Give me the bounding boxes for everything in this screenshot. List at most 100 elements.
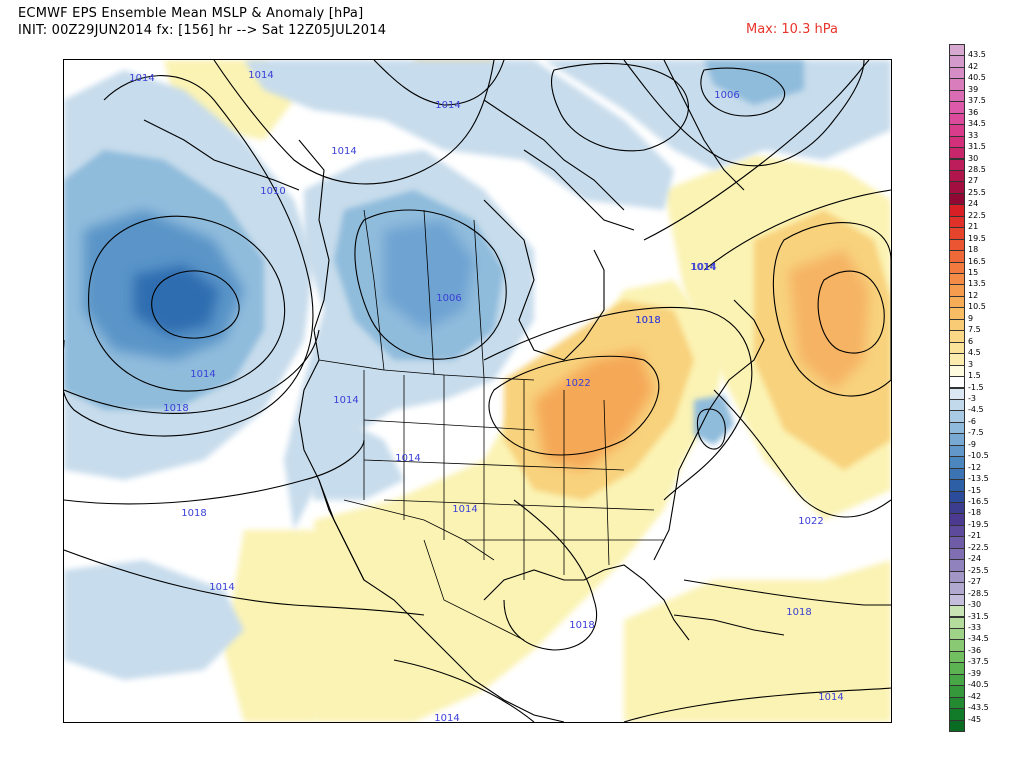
isobar-pacific-low-inner xyxy=(151,270,240,339)
isobar-pacific-1018 xyxy=(64,329,320,414)
border-mexico-states xyxy=(423,539,525,641)
isobar-subtropical-1018 xyxy=(64,439,365,505)
legend-tick-label: -40.5 xyxy=(968,680,989,690)
legend-tick-label: -7.5 xyxy=(968,428,984,438)
isobar-label: 1018 xyxy=(163,403,188,414)
coastline-north-america xyxy=(298,139,565,722)
legend-tick-label: -36 xyxy=(968,645,982,655)
isobar-label: 1014 xyxy=(331,146,356,157)
isobar-atlantic-1018 xyxy=(703,189,891,271)
border-canada-provinces-2 xyxy=(423,209,435,376)
negative-anomaly-greenland xyxy=(544,60,891,170)
border-us-states-9 xyxy=(363,459,625,471)
isobar-east-us-1018 xyxy=(483,306,753,501)
isobar-subtropical-1014 xyxy=(64,549,425,616)
legend-tick-label: 10.5 xyxy=(968,302,986,312)
isobar-label: 1018 xyxy=(635,315,660,326)
legend-tick-label: -4.5 xyxy=(968,405,984,415)
isobar-east-us-high xyxy=(488,355,660,456)
isobar-label: 1006 xyxy=(436,293,461,304)
coastline-alaska xyxy=(143,119,300,191)
negative-anomaly-subtropical-pacific xyxy=(64,560,244,680)
legend-tick-label: 42 xyxy=(968,61,979,71)
legend-tick-label: -1.5 xyxy=(968,382,984,392)
coastlines xyxy=(143,60,785,722)
negative-anomaly-offshore-atlantic xyxy=(694,395,734,445)
border-canada-provinces-3 xyxy=(473,219,485,379)
isobar-labels: 1014 1014 1014 1014 1010 1006 1006 1014 … xyxy=(129,70,843,722)
isobar-label: 1022 xyxy=(565,378,590,389)
isobar-label: 1014 xyxy=(434,713,459,722)
legend-tick-label: -42 xyxy=(968,691,982,701)
isobar-label: 1014 xyxy=(333,395,358,406)
legend-tick-label: 9 xyxy=(968,313,974,323)
legend-tick-label: -12 xyxy=(968,462,982,472)
isobar-label: 1014 xyxy=(209,582,234,593)
isobar-label: 1010 xyxy=(260,186,285,197)
legend-tick-label: 39 xyxy=(968,84,979,94)
isobar-greenland-1006 xyxy=(700,67,786,117)
legend-tick-label: -10.5 xyxy=(968,451,989,461)
legend-tick-label: -45 xyxy=(968,714,982,724)
border-us-states-8 xyxy=(363,419,535,431)
legend-tick-label: 34.5 xyxy=(968,119,986,129)
legend-tick-label: 40.5 xyxy=(968,73,986,83)
isobar-label: 1014 xyxy=(435,100,460,111)
legend-tick-label: 12 xyxy=(968,290,979,300)
isobar-arctic-1014-b xyxy=(373,60,505,106)
isobar-greenland-low xyxy=(550,62,689,152)
isobar-label: 1018 xyxy=(181,508,206,519)
legend-tick-label: 13.5 xyxy=(968,279,986,289)
legend-tick-label: 28.5 xyxy=(968,164,986,174)
legend-tick-label: 16.5 xyxy=(968,256,986,266)
legend-tick-label: 7.5 xyxy=(968,325,981,335)
legend-tick-label: 30 xyxy=(968,153,979,163)
legend-tick-label: 21 xyxy=(968,222,979,232)
legend-tick-label: -3 xyxy=(968,393,976,403)
negative-anomaly-greenland-mid xyxy=(704,60,804,105)
legend-tick-label: -37.5 xyxy=(968,657,989,667)
legend-tick-label: -19.5 xyxy=(968,519,989,529)
legend-tick-label: -34.5 xyxy=(968,634,989,644)
isobar-label: 1014 xyxy=(190,369,215,380)
isobar-caribbean-1014 xyxy=(623,687,891,722)
legend-tick-label: -16.5 xyxy=(968,497,989,506)
coastline-hudson-bay xyxy=(483,199,605,361)
legend-swatch xyxy=(949,719,965,732)
legend-tick-label: -18 xyxy=(968,508,982,518)
isobar-pacific-low-1010 xyxy=(88,215,286,392)
legend-tick-label: 27 xyxy=(968,176,979,186)
legend-tick-label: 33 xyxy=(968,130,979,140)
legend-tick-label: 15 xyxy=(968,268,979,277)
legend-tick-label: -21 xyxy=(968,531,982,541)
isobar-mexico-1014 xyxy=(393,659,535,722)
isobar-label: 1018 xyxy=(635,315,660,326)
title-line-1: ECMWF EPS Ensemble Mean MSLP & Anomaly [… xyxy=(18,6,364,21)
legend-tick-label: 36 xyxy=(968,107,979,117)
legend-tick-label: -39 xyxy=(968,668,982,678)
isobar-southeast-1018 xyxy=(503,499,598,651)
coastline-cuba xyxy=(673,614,785,636)
isobar-label: 1006 xyxy=(714,90,739,101)
isobar-label: 1018 xyxy=(569,620,594,631)
legend-tick-label: -31.5 xyxy=(968,611,989,621)
isobar-pacific-1014 xyxy=(64,75,314,437)
legend-tick-label: -22.5 xyxy=(968,542,989,552)
isobar-atlantic-1014 xyxy=(643,60,870,241)
isobar-label: 1018 xyxy=(786,607,811,618)
isobar-label: 1014 xyxy=(690,262,715,273)
legend-tick-label: -15 xyxy=(968,485,982,495)
isobar-label: 1014 xyxy=(395,453,420,464)
legend-tick-label: 24 xyxy=(968,199,979,209)
positive-anomaly-atlantic-core xyxy=(789,250,869,390)
political-borders xyxy=(318,209,664,641)
anomaly-shading xyxy=(64,60,891,722)
isobar-label: 1014 xyxy=(248,70,273,81)
chart-title: ECMWF EPS Ensemble Mean MSLP & Anomaly [… xyxy=(18,5,386,39)
negative-anomaly-arctic-islands xyxy=(244,60,674,210)
anomaly-color-legend: 43.5 42 40.5 39 37.5 36 34.5 33 31.5 30 28.5 27 25.5… xyxy=(949,44,1021,732)
legend-tick-label: 18 xyxy=(968,245,979,255)
isobar-label: 1014 xyxy=(129,73,154,84)
positive-anomaly-tropical-pacific xyxy=(224,530,364,722)
legend-tick-label: -9 xyxy=(968,439,976,449)
